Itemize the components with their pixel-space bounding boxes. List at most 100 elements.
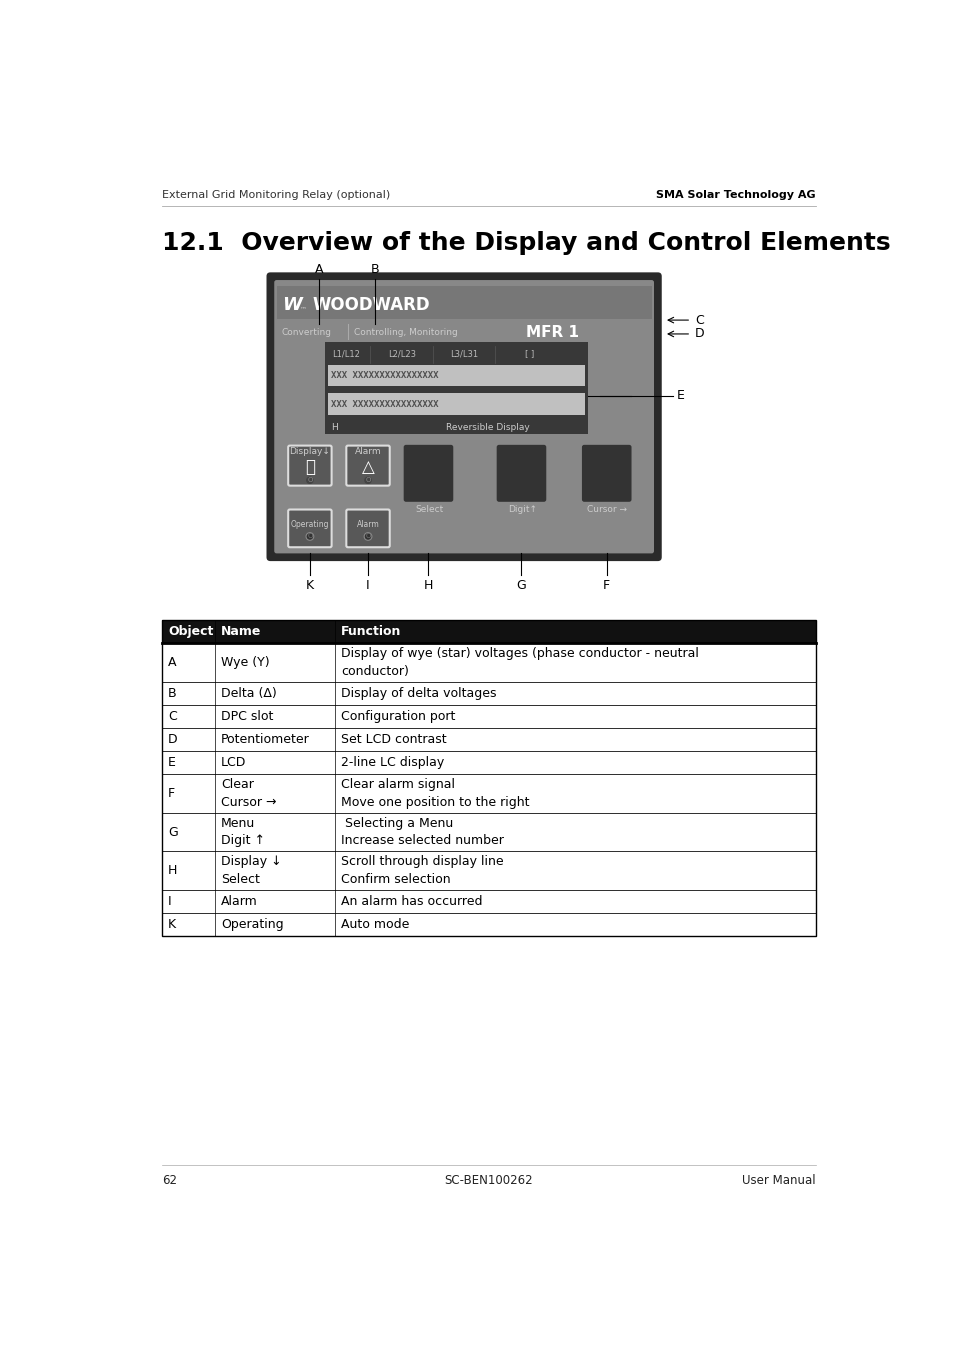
- Text: External Grid Monitoring Relay (optional): External Grid Monitoring Relay (optional…: [162, 189, 390, 200]
- Text: XXX XXXXXXXXXXXXXXXX: XXX XXXXXXXXXXXXXXXX: [331, 400, 437, 408]
- Text: 62: 62: [162, 1174, 176, 1187]
- Text: O: O: [307, 477, 313, 483]
- Text: Wye (Y): Wye (Y): [220, 656, 269, 669]
- Text: Selecting a Menu: Selecting a Menu: [340, 817, 453, 830]
- Text: Display ↓: Display ↓: [220, 856, 281, 868]
- FancyBboxPatch shape: [288, 446, 332, 485]
- Bar: [162, 681, 815, 706]
- Text: Select: Select: [415, 506, 443, 514]
- Text: Operating: Operating: [291, 519, 329, 529]
- Text: L3/L31: L3/L31: [450, 349, 477, 358]
- Circle shape: [364, 533, 372, 541]
- Circle shape: [307, 477, 313, 483]
- Text: Clear: Clear: [595, 448, 618, 456]
- Bar: [328, 365, 584, 387]
- Text: C: C: [168, 710, 176, 723]
- Text: 12.1  Overview of the Display and Control Elements: 12.1 Overview of the Display and Control…: [162, 231, 889, 256]
- Text: I: I: [366, 579, 370, 592]
- Text: [ ]: [ ]: [525, 349, 534, 358]
- Text: User Manual: User Manual: [741, 1174, 815, 1187]
- Bar: [162, 890, 815, 913]
- Text: Function: Function: [340, 626, 401, 638]
- Text: conductor): conductor): [340, 665, 408, 679]
- Text: Clear alarm signal: Clear alarm signal: [340, 779, 455, 791]
- Text: LCD: LCD: [220, 756, 246, 769]
- Text: G: G: [517, 579, 526, 592]
- Text: Digit ↑: Digit ↑: [220, 834, 265, 848]
- Bar: [162, 913, 815, 936]
- Text: Display↓: Display↓: [409, 448, 449, 456]
- Text: Alarm: Alarm: [355, 448, 381, 456]
- Text: SC-BEN100262: SC-BEN100262: [444, 1174, 533, 1187]
- Text: O: O: [365, 477, 371, 483]
- Text: Display of wye (star) voltages (phase conductor - neutral: Display of wye (star) voltages (phase co…: [340, 648, 698, 660]
- Bar: [162, 775, 815, 813]
- Text: Scroll through display line: Scroll through display line: [340, 856, 503, 868]
- Text: Move one position to the right: Move one position to the right: [340, 796, 529, 808]
- Text: Cursor →: Cursor →: [587, 506, 627, 514]
- FancyBboxPatch shape: [274, 280, 654, 553]
- FancyBboxPatch shape: [403, 445, 453, 502]
- Text: D: D: [168, 733, 177, 746]
- FancyBboxPatch shape: [581, 445, 631, 502]
- Bar: [162, 706, 815, 729]
- Text: B: B: [371, 264, 379, 276]
- Text: W: W: [282, 296, 302, 315]
- Text: ™: ™: [299, 307, 307, 312]
- Text: Set LCD contrast: Set LCD contrast: [340, 733, 446, 746]
- Bar: [328, 393, 584, 415]
- Text: Ⓘ: Ⓘ: [305, 458, 314, 476]
- Text: L1/L12: L1/L12: [332, 349, 360, 358]
- Bar: [162, 644, 815, 681]
- Text: H: H: [331, 423, 337, 433]
- Text: F: F: [168, 787, 175, 800]
- Bar: [162, 621, 815, 936]
- Bar: [162, 813, 815, 852]
- FancyBboxPatch shape: [266, 272, 661, 561]
- Text: Converting: Converting: [282, 329, 332, 337]
- Text: F: F: [602, 579, 610, 592]
- Text: Select: Select: [220, 873, 259, 886]
- Text: Display↓: Display↓: [289, 448, 330, 456]
- Text: G: G: [168, 826, 177, 838]
- Text: H: H: [168, 864, 177, 877]
- Text: D: D: [695, 327, 704, 341]
- Text: A: A: [314, 264, 323, 276]
- Text: Digit↑: Digit↑: [507, 506, 537, 514]
- Circle shape: [306, 533, 314, 541]
- Bar: [162, 852, 815, 890]
- Text: Potentiometer: Potentiometer: [220, 733, 309, 746]
- Text: SMA Solar Technology AG: SMA Solar Technology AG: [656, 189, 815, 200]
- Text: Cursor →: Cursor →: [220, 796, 276, 808]
- FancyBboxPatch shape: [497, 445, 546, 502]
- Text: DPC slot: DPC slot: [220, 710, 273, 723]
- Text: Alarm: Alarm: [356, 519, 379, 529]
- Text: Object: Object: [168, 626, 213, 638]
- Text: K: K: [306, 579, 314, 592]
- Text: O: O: [307, 534, 313, 539]
- Text: XXX XXXXXXXXXXXXXXXX: XXX XXXXXXXXXXXXXXXX: [331, 370, 437, 380]
- Text: Reversible Display: Reversible Display: [446, 423, 529, 433]
- FancyBboxPatch shape: [346, 446, 390, 485]
- Text: Menu: Menu: [220, 817, 254, 830]
- Text: Increase selected number: Increase selected number: [340, 834, 503, 848]
- FancyBboxPatch shape: [288, 510, 332, 548]
- Text: B: B: [168, 687, 176, 700]
- Text: K: K: [168, 918, 176, 932]
- Text: Auto mode: Auto mode: [340, 918, 409, 932]
- Text: Clear: Clear: [220, 779, 253, 791]
- Text: MFR 1: MFR 1: [525, 324, 578, 339]
- Circle shape: [365, 477, 371, 483]
- Text: Controlling, Monitoring: Controlling, Monitoring: [354, 329, 457, 337]
- Text: A: A: [168, 656, 176, 669]
- Bar: [162, 752, 815, 775]
- Text: I: I: [168, 895, 172, 909]
- Text: Display of delta voltages: Display of delta voltages: [340, 687, 496, 700]
- Bar: [162, 621, 815, 644]
- Text: E: E: [677, 389, 684, 402]
- Text: Menu: Menu: [509, 448, 534, 456]
- Text: L2/L23: L2/L23: [388, 349, 416, 358]
- Text: O: O: [365, 534, 371, 539]
- Text: An alarm has occurred: An alarm has occurred: [340, 895, 482, 909]
- Text: WOODWARD: WOODWARD: [313, 296, 430, 315]
